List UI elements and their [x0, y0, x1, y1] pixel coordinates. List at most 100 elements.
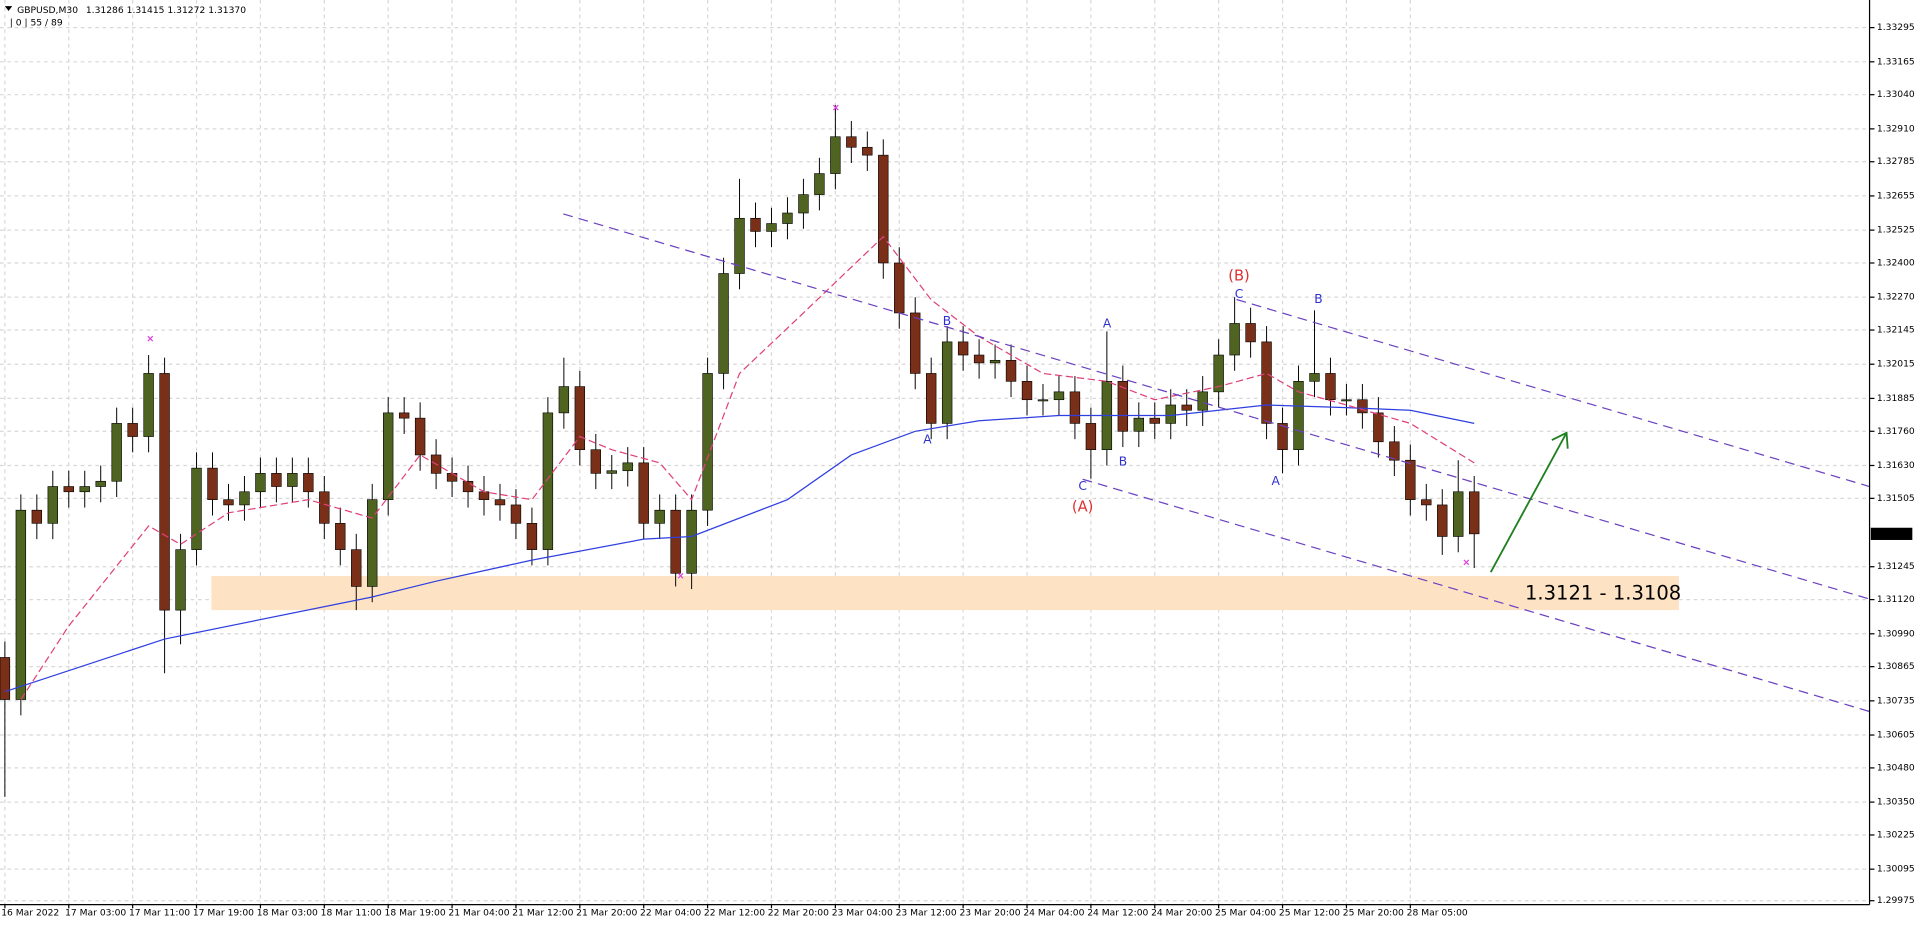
candle-body: [1357, 399, 1368, 414]
x-tick-label: 24 Mar 04:00: [1023, 908, 1084, 919]
x-tick-label: 21 Mar 20:00: [576, 908, 637, 919]
candle-body: [1469, 491, 1480, 535]
candle-body: [862, 146, 873, 156]
candle-body: [1037, 399, 1049, 402]
quote: 1.31286: [86, 4, 124, 15]
wave-label: (A): [1072, 498, 1093, 515]
candle-body: [878, 154, 889, 264]
candle-body: [1005, 359, 1017, 382]
y-tick-label: 1.32270: [1877, 292, 1915, 303]
candle-body: [478, 491, 490, 500]
candles: [0, 105, 1480, 797]
quote: 1.31272: [167, 4, 205, 15]
indicator-info: | 0 | 55 / 89: [10, 18, 63, 29]
x-tick-label: 22 Mar 20:00: [768, 908, 829, 919]
candle-body: [0, 657, 11, 700]
moving-average: [4, 404, 1475, 693]
candle-body: [1213, 354, 1224, 393]
x-tick-label: 17 Mar 03:00: [65, 908, 126, 919]
wave-label: A: [923, 433, 932, 447]
candle-body: [1405, 459, 1416, 500]
y-tick-label: 1.32910: [1877, 123, 1915, 134]
y-tick-label: 1.29975: [1877, 895, 1915, 906]
wave-label: B: [1119, 455, 1127, 469]
y-tick-label: 1.32525: [1877, 225, 1915, 236]
candle-body: [1293, 381, 1304, 451]
x-tick-label: 23 Mar 04:00: [832, 908, 893, 919]
candle-body: [159, 373, 170, 611]
candle-body: [287, 473, 298, 487]
candle-body: [414, 417, 426, 456]
arrow-shaft: [1489, 432, 1568, 573]
candle-body: [446, 473, 458, 482]
y-tick-label: 1.32145: [1877, 325, 1915, 336]
y-tick-label: 1.30735: [1877, 695, 1915, 706]
y-tick-label: 1.30990: [1877, 628, 1915, 639]
candle-body: [1421, 499, 1432, 506]
candle-body: [1165, 404, 1176, 424]
header: GBPUSD,M30 1.31286 1.31415 1.31272 1.313…: [17, 4, 246, 15]
trend-line: [1082, 478, 1870, 713]
candle-body: [367, 499, 378, 587]
x-tick-label: 18 Mar 03:00: [257, 908, 318, 919]
x-tick-label: 17 Mar 19:00: [193, 908, 254, 919]
x-tick-label: 17 Mar 11:00: [129, 908, 190, 919]
candle-body: [1389, 441, 1400, 461]
candle-body: [510, 504, 522, 524]
wave-label: C: [1235, 287, 1244, 301]
candle-body: [814, 173, 825, 195]
zone-label: 1.3121 - 1.3108: [1525, 582, 1681, 605]
candle-body: [973, 354, 985, 364]
candle-body: [398, 412, 410, 419]
candle-body: [606, 470, 617, 474]
y-tick-label: 1.33295: [1877, 22, 1915, 33]
candle-body: [1085, 423, 1097, 451]
x-tick-label: 23 Mar 12:00: [896, 908, 957, 919]
support-zone: 1.3121 - 1.3108: [211, 575, 1681, 611]
wave-label: B: [1314, 292, 1322, 306]
x-tick-label: 21 Mar 12:00: [512, 908, 573, 919]
x-tick-label: 16 Mar 2022: [1, 908, 59, 919]
zone-rect: [211, 575, 1679, 611]
candle-body: [574, 386, 586, 451]
candle-body: [223, 499, 234, 506]
quote: 1.31415: [127, 4, 165, 15]
y-tick-label: 1.30480: [1877, 762, 1915, 773]
candle-body: [1229, 323, 1240, 356]
candle-body: [319, 491, 330, 524]
candle-body: [462, 480, 474, 493]
candle-body: [239, 491, 250, 506]
candle-body: [1197, 391, 1208, 411]
x-tick-label: 24 Mar 20:00: [1151, 908, 1212, 919]
last-price-label: 1.31370: [1874, 528, 1912, 539]
candle-body: [638, 462, 649, 524]
x-tick-label: 18 Mar 11:00: [321, 908, 382, 919]
quote: 1.31370: [208, 4, 246, 15]
candle-body: [1437, 504, 1448, 537]
y-tick-label: 1.33165: [1877, 56, 1915, 67]
candle-body: [1261, 341, 1272, 424]
y-tick-label: 1.30225: [1877, 829, 1915, 840]
candle-body: [1453, 491, 1464, 537]
peak-markers: [147, 104, 1470, 579]
candle-body: [846, 136, 857, 148]
candle-body: [63, 486, 74, 493]
candle-body: [750, 217, 761, 232]
wave-label: (B): [1228, 267, 1249, 284]
wave-label: B: [943, 314, 951, 328]
x-tick-label: 23 Mar 20:00: [959, 908, 1020, 919]
x-tick-label: 25 Mar 20:00: [1343, 908, 1404, 919]
last-price-box: [1870, 527, 1913, 540]
y-tick-label: 1.31885: [1877, 393, 1915, 404]
grid: [0, 0, 1870, 905]
candle-body: [1341, 399, 1352, 402]
candle-body: [143, 373, 154, 437]
x-tick-label: 28 Mar 05:00: [1407, 908, 1468, 919]
x-tick-label: 25 Mar 04:00: [1215, 908, 1276, 919]
candle-body: [1117, 381, 1129, 432]
candle-body: [654, 509, 665, 524]
candle-body: [622, 462, 633, 472]
candle-body: [590, 449, 601, 474]
candle-body: [255, 473, 266, 493]
